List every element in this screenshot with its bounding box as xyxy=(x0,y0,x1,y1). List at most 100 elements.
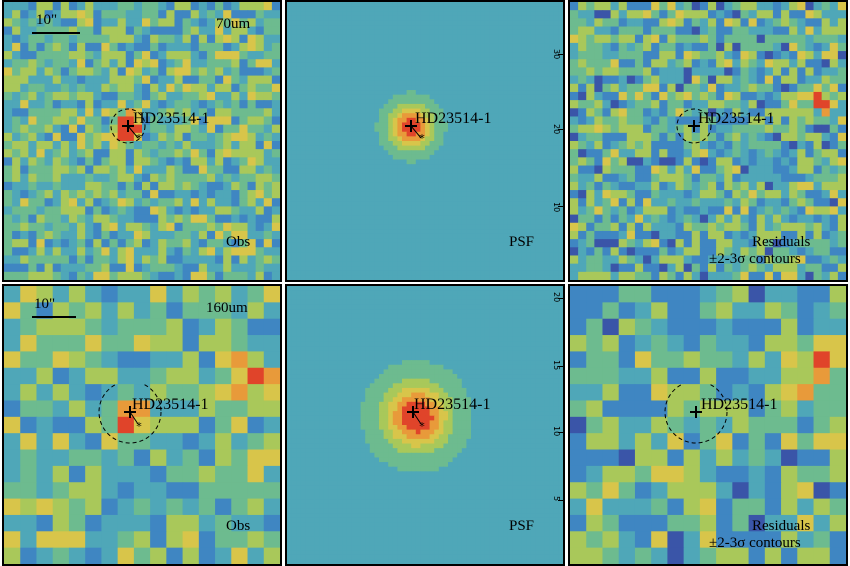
pixel-cell xyxy=(133,173,143,183)
pixel-cell xyxy=(489,25,495,31)
pixel-cell xyxy=(374,131,380,137)
pixel-cell xyxy=(360,215,366,221)
pixel-cell xyxy=(425,39,431,45)
pixel-cell xyxy=(530,252,536,258)
pixel-cell xyxy=(457,136,463,142)
pixel-cell xyxy=(448,205,454,212)
pixel-cell xyxy=(379,94,385,100)
pixel-cell xyxy=(231,51,241,60)
pixel-cell xyxy=(231,206,241,216)
pixel-cell xyxy=(291,266,297,272)
pixel-cell xyxy=(535,196,541,202)
pixel-cell xyxy=(643,42,652,52)
pixel-cell xyxy=(328,229,334,235)
pixel-cell xyxy=(756,18,766,28)
pixel-cell xyxy=(494,34,500,40)
pixel-cell xyxy=(109,124,119,134)
pixel-cell xyxy=(425,108,431,114)
pixel-cell xyxy=(415,136,421,142)
pixel-cell xyxy=(68,255,78,265)
pixel-cell xyxy=(319,20,325,26)
pixel-cell xyxy=(489,224,495,230)
pixel-cell xyxy=(215,247,224,257)
pixel-cell xyxy=(602,10,612,19)
pixel-cell xyxy=(323,256,329,263)
pixel-cell xyxy=(558,108,563,114)
pixel-cell xyxy=(342,238,348,244)
pixel-cell xyxy=(549,182,555,188)
pixel-cell xyxy=(549,76,555,82)
pixel-cell xyxy=(12,206,21,216)
pixel-cell xyxy=(255,2,265,11)
pixel-cell xyxy=(369,25,375,31)
pixel-cell xyxy=(369,6,375,12)
pixel-cell xyxy=(406,2,412,8)
pixel-cell xyxy=(420,80,426,86)
pixel-cell xyxy=(190,190,200,199)
pixel-cell xyxy=(466,159,472,165)
pixel-cell xyxy=(484,205,490,212)
pixel-cell xyxy=(369,233,375,239)
pixel-cell xyxy=(333,71,339,77)
pixel-cell xyxy=(60,42,70,52)
pixel-cell xyxy=(507,145,513,151)
pixel-cell xyxy=(466,224,472,230)
pixel-cell xyxy=(549,108,555,114)
pixel-cell xyxy=(346,11,352,17)
pixel-cell xyxy=(494,154,500,161)
pixel-cell xyxy=(489,48,495,54)
pixel-cell xyxy=(507,57,513,63)
pixel-cell xyxy=(406,52,412,59)
pixel-cell xyxy=(434,145,440,151)
pixel-cell xyxy=(231,239,241,248)
pixel-cell xyxy=(271,100,280,109)
pixel-cell xyxy=(530,76,536,82)
pixel-cell xyxy=(93,83,103,93)
pixel-cell xyxy=(438,34,444,40)
pixel-cell xyxy=(379,48,385,54)
pixel-cell xyxy=(374,43,380,49)
pixel-cell xyxy=(379,229,385,235)
pixel-cell xyxy=(724,42,733,52)
pixel-cell xyxy=(360,94,366,100)
pixel-cell xyxy=(263,149,273,158)
pixel-cell xyxy=(553,196,559,202)
pixel-cell xyxy=(133,34,143,44)
pixel-cell xyxy=(461,159,467,165)
pixel-cell xyxy=(109,173,119,183)
pixel-cell xyxy=(379,20,385,26)
pixel-cell xyxy=(323,108,329,114)
pixel-cell xyxy=(434,159,440,165)
pixel-cell xyxy=(535,159,541,165)
pixel-cell xyxy=(498,25,504,31)
pixel-cell xyxy=(383,164,389,170)
pixel-cell xyxy=(68,75,78,85)
pixel-cell xyxy=(553,2,559,8)
pixel-cell xyxy=(142,18,151,28)
pixel-cell xyxy=(540,71,546,77)
pixel-cell xyxy=(452,219,458,225)
pixel-cell xyxy=(521,229,527,235)
pixel-cell xyxy=(466,62,472,68)
pixel-cell xyxy=(471,94,477,100)
pixel-cell xyxy=(263,116,273,126)
pixel-cell xyxy=(351,178,357,184)
pixel-cell xyxy=(323,219,329,225)
pixel-cell xyxy=(480,76,486,82)
pixel-cell xyxy=(517,229,523,235)
pixel-cell xyxy=(300,103,306,110)
pixel-cell xyxy=(337,261,343,267)
pixel-cell xyxy=(461,80,467,86)
pixel-cell xyxy=(36,173,46,183)
pixel-cell xyxy=(85,83,94,93)
pixel-cell xyxy=(526,131,532,137)
pixel-cell xyxy=(507,71,513,77)
pixel-cell xyxy=(101,157,111,167)
pixel-cell xyxy=(457,113,463,119)
pixel-cell xyxy=(507,187,513,193)
pixel-cell xyxy=(150,190,159,199)
pixel-cell xyxy=(415,11,421,17)
pixel-cell xyxy=(360,15,366,22)
pixel-cell xyxy=(521,48,527,54)
pixel-cell xyxy=(333,52,339,59)
